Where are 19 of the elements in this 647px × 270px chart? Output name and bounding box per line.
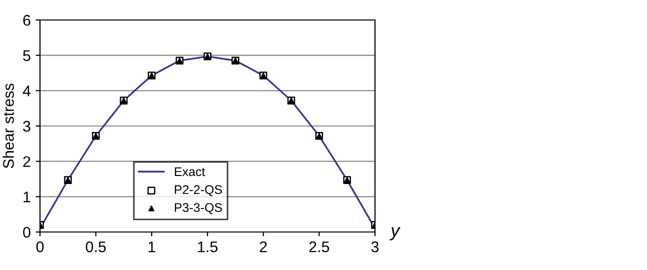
- y-tick-label: 4: [22, 86, 31, 96]
- x-tick-label: 0.5: [86, 241, 106, 252]
- legend-label: Exact: [174, 167, 206, 176]
- y-tick-label: 3: [23, 120, 30, 132]
- x-tick-label: 1.5: [198, 242, 218, 252]
- x-tick-label: 2.5: [309, 241, 330, 252]
- y-tick-label: 6: [23, 14, 30, 26]
- x-tick-label: 3: [371, 241, 379, 252]
- legend-label: P2-2-QS: [174, 185, 222, 196]
- y-tick-label: 1: [24, 192, 30, 202]
- x-tick-label: 1: [148, 242, 156, 252]
- x-tick-label: 2: [260, 241, 267, 252]
- y-tick-label: 2: [23, 156, 30, 167]
- y-tick-label: 5: [23, 50, 30, 62]
- y-axis-title: Shear stress: [2, 84, 14, 168]
- legend-label: P3-3-QS: [174, 203, 222, 214]
- x-axis-title: y: [390, 227, 401, 240]
- y-tick-label: 0: [23, 226, 30, 238]
- x-tick-label: 0: [36, 241, 44, 252]
